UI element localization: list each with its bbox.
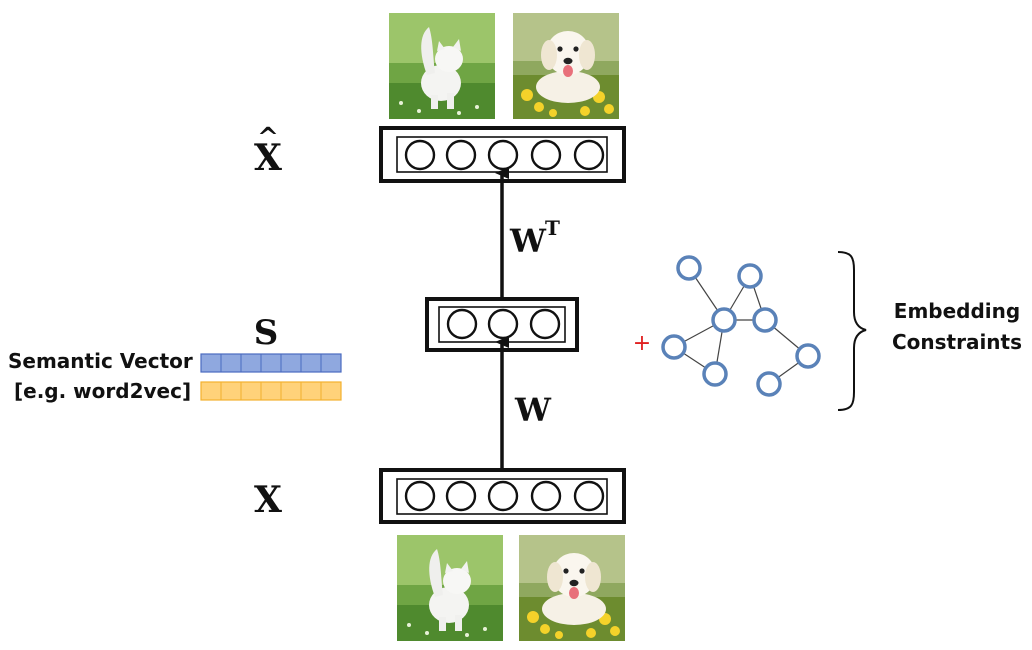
neuron [573,139,605,171]
graph-node [702,361,728,387]
embedding-graph [661,255,821,397]
neuron [445,139,477,171]
dog-image-bottom [519,535,625,641]
graph-node [676,255,702,281]
neuron [487,308,519,340]
neuron [445,480,477,512]
neuron [573,480,605,512]
semantic-vector-blue [200,353,342,373]
output-layer [379,126,626,183]
dog-image-top [513,13,619,119]
w-label: W [514,391,552,429]
neuron [530,480,562,512]
neuron [446,308,478,340]
graph-node [737,263,763,289]
embedding-label: Embedding [894,299,1020,323]
w-transpose-superscript: T [545,216,560,240]
plus-sign: + [633,331,651,356]
graph-node [756,371,782,397]
input-layer [379,468,626,524]
graph-node [795,343,821,369]
neuron [487,139,519,171]
cat-image-bottom [397,535,503,641]
graph-node [752,307,778,333]
neuron [404,139,436,171]
x-label: X [254,479,282,521]
constraints-label: Constraints [892,330,1022,354]
s-label: S [254,313,279,353]
graph-node [711,307,737,333]
neuron [530,139,562,171]
w-transpose-label: W [509,222,547,260]
x-hat-accent: ^ [257,123,279,153]
semantic-vector-label: Semantic Vector [8,349,193,373]
graph-node [661,334,687,360]
semantic-vector-example: [e.g. word2vec] [14,379,191,403]
semantic-vector-yellow [200,381,342,401]
x-hat-label: X [254,137,282,179]
curly-brace [837,251,867,411]
neuron [487,480,519,512]
neuron [529,308,561,340]
cat-image-top [389,13,495,119]
neuron [404,480,436,512]
